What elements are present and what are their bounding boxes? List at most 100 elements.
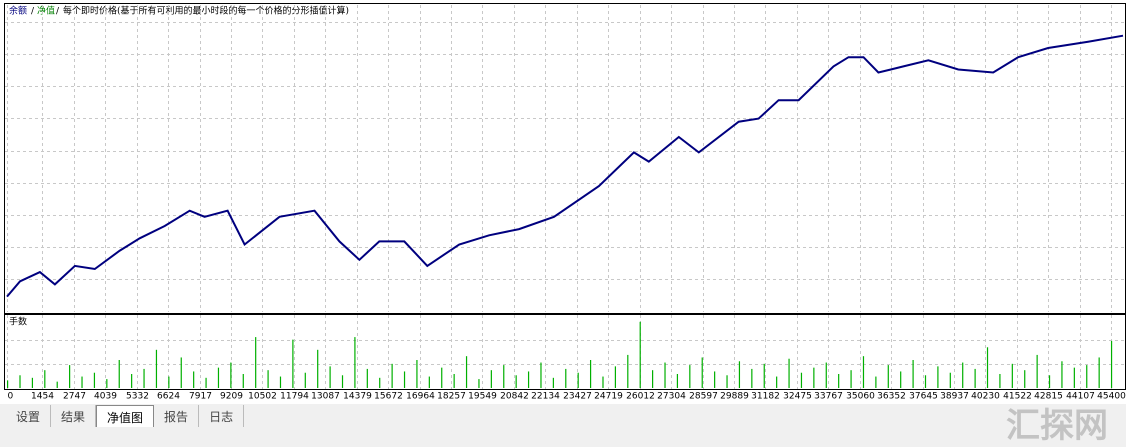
x-tick-label: 41522 bbox=[1003, 392, 1032, 402]
volume-bar bbox=[155, 349, 158, 388]
volume-bar bbox=[143, 368, 145, 388]
volume-bar bbox=[31, 377, 34, 388]
volume-bar bbox=[453, 374, 455, 388]
volume-bar bbox=[230, 362, 232, 388]
volume-bar bbox=[738, 361, 741, 388]
volume-bar bbox=[69, 365, 71, 388]
volume-bar bbox=[949, 372, 951, 388]
x-tick-label: 26012 bbox=[626, 392, 655, 402]
x-tick-label: 32475 bbox=[783, 392, 812, 402]
volume-bar bbox=[986, 347, 989, 388]
volume-bar bbox=[652, 370, 654, 388]
x-tick-label: 2747 bbox=[63, 392, 86, 402]
x-tick-label: 29889 bbox=[720, 392, 749, 402]
volume-bar bbox=[676, 374, 679, 388]
volume-bar bbox=[81, 376, 83, 388]
volume-bar bbox=[1086, 365, 1088, 388]
x-tick-label: 31182 bbox=[751, 392, 780, 402]
volume-bar bbox=[527, 371, 530, 388]
volume-bar bbox=[354, 337, 356, 388]
x-tick-label: 35060 bbox=[846, 392, 875, 402]
volume-bar bbox=[131, 374, 133, 388]
volume-bar bbox=[503, 365, 505, 388]
volume-bar bbox=[267, 370, 269, 388]
volume-bar bbox=[317, 349, 319, 388]
tab[interactable]: 净值图 bbox=[96, 405, 155, 427]
x-tick-label: 4039 bbox=[94, 392, 117, 402]
volume-bar bbox=[180, 357, 182, 388]
volume-bar bbox=[825, 362, 827, 388]
volume-bar bbox=[341, 375, 344, 388]
tab[interactable]: 报告 bbox=[154, 405, 200, 427]
volume-bar bbox=[627, 354, 629, 388]
volume-bar bbox=[639, 321, 641, 388]
volume-bar bbox=[106, 379, 108, 388]
x-tick-label: 10502 bbox=[248, 392, 277, 402]
volume-bar bbox=[714, 371, 716, 388]
volume-bar bbox=[168, 376, 170, 388]
volume-bar bbox=[1098, 357, 1100, 388]
volume-bar bbox=[602, 376, 604, 388]
volume-bar bbox=[441, 367, 443, 388]
volume-bar bbox=[974, 368, 976, 388]
x-tick-label: 7917 bbox=[189, 392, 212, 402]
volume-bar bbox=[924, 375, 927, 388]
x-tick-label: 44107 bbox=[1066, 392, 1095, 402]
balance-line bbox=[6, 34, 1124, 298]
volume-bar bbox=[565, 368, 567, 388]
volume-bar bbox=[813, 367, 815, 388]
volume-bar bbox=[887, 365, 889, 388]
volume-bar bbox=[515, 375, 517, 388]
volume-bar bbox=[478, 379, 480, 388]
volume-bar bbox=[1061, 361, 1063, 388]
volume-bar bbox=[1110, 340, 1113, 388]
volume-bar bbox=[552, 377, 554, 388]
x-tick-label: 22134 bbox=[531, 392, 560, 402]
x-tick-label: 27304 bbox=[657, 392, 686, 402]
tab[interactable]: 设置 bbox=[6, 405, 52, 427]
x-tick-label: 23427 bbox=[563, 392, 592, 402]
volume-bar bbox=[962, 362, 964, 388]
tab[interactable]: 日志 bbox=[199, 405, 245, 427]
legend-sep: / bbox=[56, 7, 60, 17]
volume-bar bbox=[205, 377, 207, 388]
volume-bar bbox=[329, 366, 331, 388]
volume-bar bbox=[912, 360, 914, 388]
h-grid bbox=[5, 22, 1125, 365]
volume-bar bbox=[726, 375, 728, 388]
volume-bar bbox=[664, 362, 666, 388]
volume-bar bbox=[255, 337, 257, 388]
watermark: 汇探网 bbox=[1006, 406, 1108, 446]
x-tick-label: 11794 bbox=[280, 392, 309, 402]
volume-bar bbox=[379, 377, 381, 388]
x-tick-label: 18257 bbox=[437, 392, 466, 402]
volume-bar bbox=[614, 366, 616, 388]
x-tick-label: 6624 bbox=[157, 392, 180, 402]
x-tick-label: 20842 bbox=[500, 392, 529, 402]
volume-bar bbox=[118, 360, 120, 388]
volume-bar bbox=[1024, 370, 1026, 388]
x-tick-label: 19549 bbox=[468, 392, 497, 402]
x-tick-label: 9209 bbox=[220, 392, 243, 402]
volume-bar bbox=[465, 356, 468, 388]
volume-bar bbox=[1048, 375, 1051, 388]
x-tick-label: 42815 bbox=[1034, 392, 1063, 402]
legend-sep: / bbox=[31, 7, 35, 17]
volume-bar bbox=[1011, 363, 1013, 388]
x-tick-label: 28597 bbox=[689, 392, 718, 402]
volume-bar bbox=[19, 375, 21, 388]
volume-bar bbox=[7, 380, 9, 388]
tab-bar: 设置 结果 净值图 报告 日志 bbox=[6, 405, 245, 427]
volume-bar bbox=[763, 363, 765, 388]
volume-bar bbox=[416, 360, 418, 388]
x-tick-label: 14379 bbox=[343, 392, 372, 402]
volume-bar bbox=[44, 370, 46, 388]
x-tick-label: 16964 bbox=[406, 392, 435, 402]
volume-bar bbox=[776, 376, 778, 388]
volume-bar bbox=[428, 376, 430, 388]
x-tick-label: 33767 bbox=[814, 392, 843, 402]
volume-bar bbox=[701, 357, 703, 388]
tab[interactable]: 结果 bbox=[51, 405, 97, 427]
legend-note: 每个即时价格(基于所有可利用的最小时段的每一个价格的分形插值计算) bbox=[63, 5, 349, 17]
